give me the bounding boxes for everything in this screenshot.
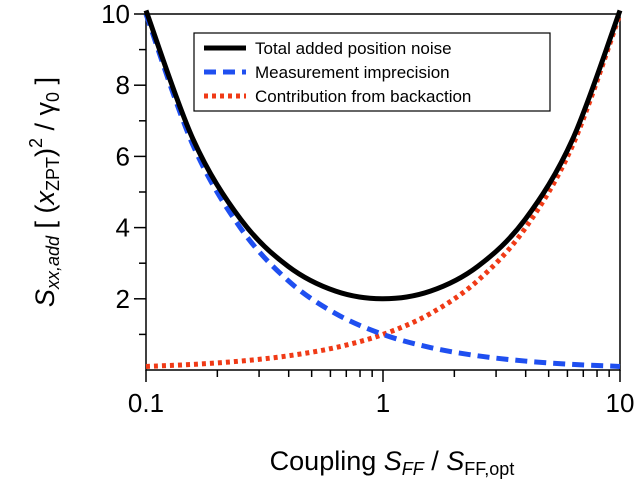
legend-box bbox=[193, 32, 551, 112]
y-tick-label: 6 bbox=[116, 141, 130, 171]
x-tick-label: 10 bbox=[606, 388, 635, 418]
y-tick-label: 10 bbox=[101, 0, 130, 29]
x-tick-label: 1 bbox=[376, 388, 390, 418]
x-tick-label: 0.1 bbox=[128, 388, 164, 418]
x-axis-label: Coupling SFF / SFF,opt bbox=[270, 446, 515, 479]
series-line-total bbox=[143, 9, 623, 302]
y-tick-label: 4 bbox=[116, 213, 130, 243]
x-axis-ticks: 0.1 1 10 bbox=[128, 370, 635, 418]
legend-label-imprecision: Measurement imprecision bbox=[255, 63, 450, 82]
series-layer bbox=[143, 9, 623, 369]
legend-label-backaction: Contribution from backaction bbox=[255, 87, 471, 106]
legend: Total added position noise Measurement i… bbox=[193, 32, 551, 112]
y-tick-label: 8 bbox=[116, 70, 130, 100]
legend-label-total: Total added position noise bbox=[255, 39, 452, 58]
series-line-imprecision bbox=[143, 13, 621, 369]
y-axis-label: Sxx,add [ (xZPT)2 / γ0 ] bbox=[26, 77, 63, 307]
y-axis-ticks: 2 4 6 8 10 bbox=[101, 0, 146, 336]
y-tick-label: 2 bbox=[116, 284, 130, 314]
